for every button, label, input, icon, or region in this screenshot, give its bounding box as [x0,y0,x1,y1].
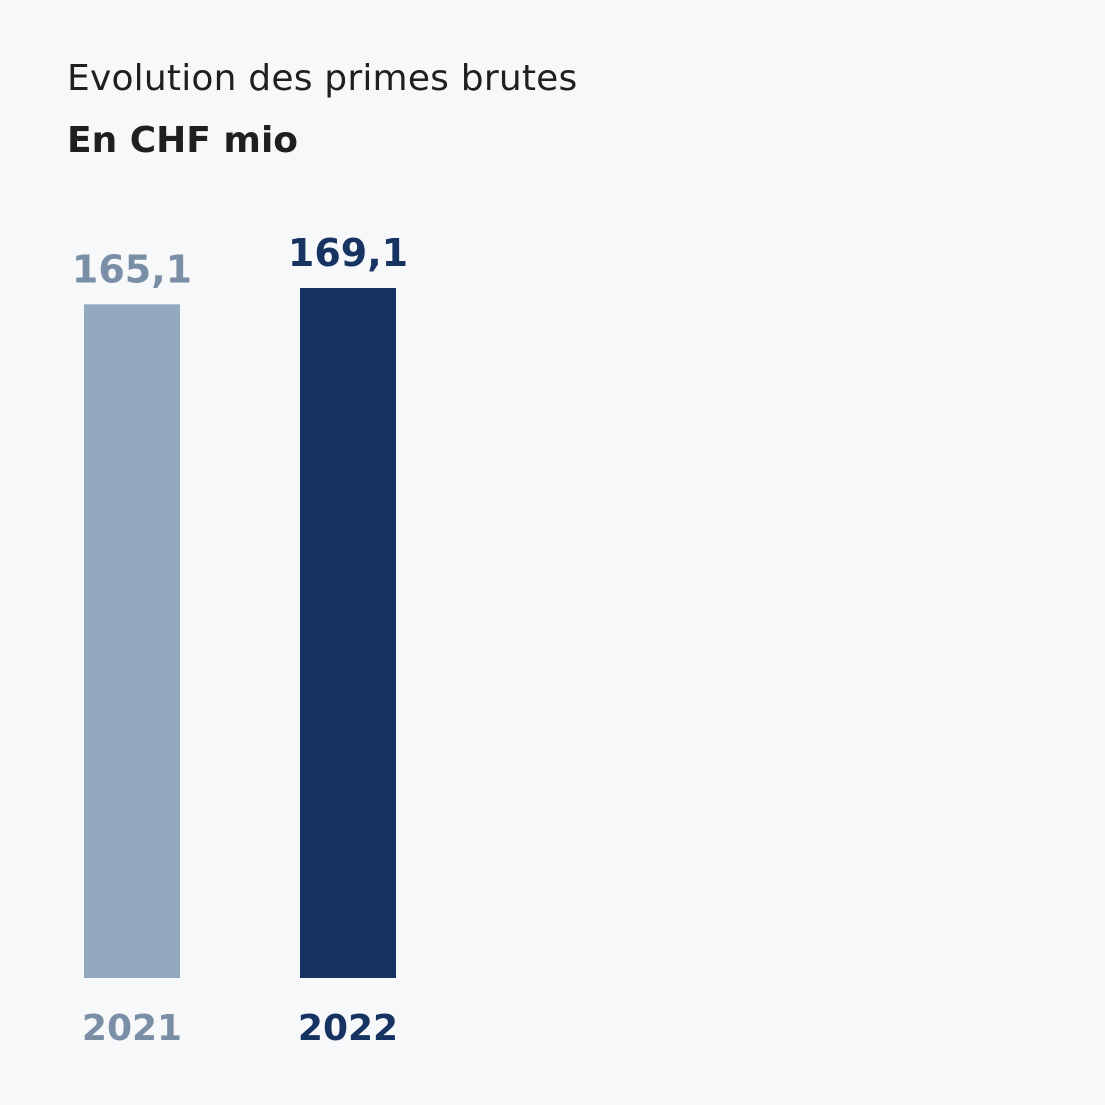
value-label-2022: 169,1 [288,231,408,275]
value-label-2021: 165,1 [72,247,192,291]
category-label-2021: 2021 [82,1008,182,1049]
chart-subtitle: En CHF mio [67,120,299,161]
bar-2022 [300,288,396,978]
chart-title: Evolution des primes brutes [67,58,578,99]
bar-2021 [84,304,180,978]
category-label-2022: 2022 [298,1008,398,1049]
